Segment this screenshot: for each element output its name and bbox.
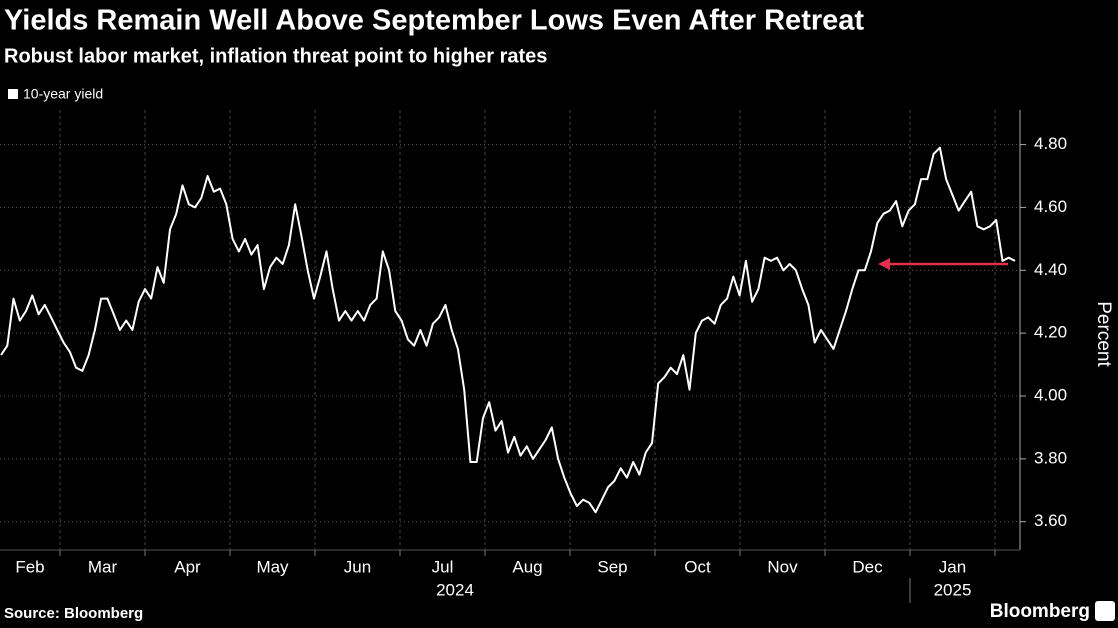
legend-swatch [8, 89, 18, 99]
y-tick-label: 4.40 [1034, 260, 1067, 279]
x-tick-label: Oct [684, 557, 711, 576]
data-line [0, 146, 1016, 514]
legend-label: 10-year yield [23, 86, 103, 102]
y-tick-label: 3.80 [1034, 448, 1067, 467]
annotation-arrowhead [878, 258, 890, 270]
y-axis-title: Percent [1093, 301, 1114, 367]
x-tick-label: Jan [939, 557, 966, 576]
x-tick-label: Jul [432, 557, 454, 576]
x-tick-label: Apr [174, 557, 201, 576]
year-label: 2025 [934, 580, 972, 599]
x-tick-label: Dec [852, 557, 883, 576]
brand: Bloomberg [990, 601, 1090, 622]
x-tick-label: Sep [597, 557, 627, 576]
y-tick-label: 4.00 [1034, 385, 1067, 404]
x-tick-label: Feb [15, 557, 44, 576]
chart-subtitle: Robust labor market, inflation threat po… [4, 45, 547, 67]
x-tick-label: Jun [344, 557, 371, 576]
x-tick-label: Mar [88, 557, 118, 576]
source: Source: Bloomberg [4, 605, 143, 622]
chart-title: Yields Remain Well Above September Lows … [4, 5, 864, 37]
y-tick-label: 4.20 [1034, 323, 1067, 342]
y-tick-label: 4.60 [1034, 197, 1067, 216]
x-tick-label: Nov [767, 557, 798, 576]
x-tick-label: May [256, 557, 289, 576]
y-tick-label: 3.60 [1034, 511, 1067, 530]
x-tick-label: Aug [512, 557, 542, 576]
brand-icon [1095, 601, 1115, 621]
y-tick-label: 4.80 [1034, 134, 1067, 153]
year-label: 2024 [436, 580, 474, 599]
